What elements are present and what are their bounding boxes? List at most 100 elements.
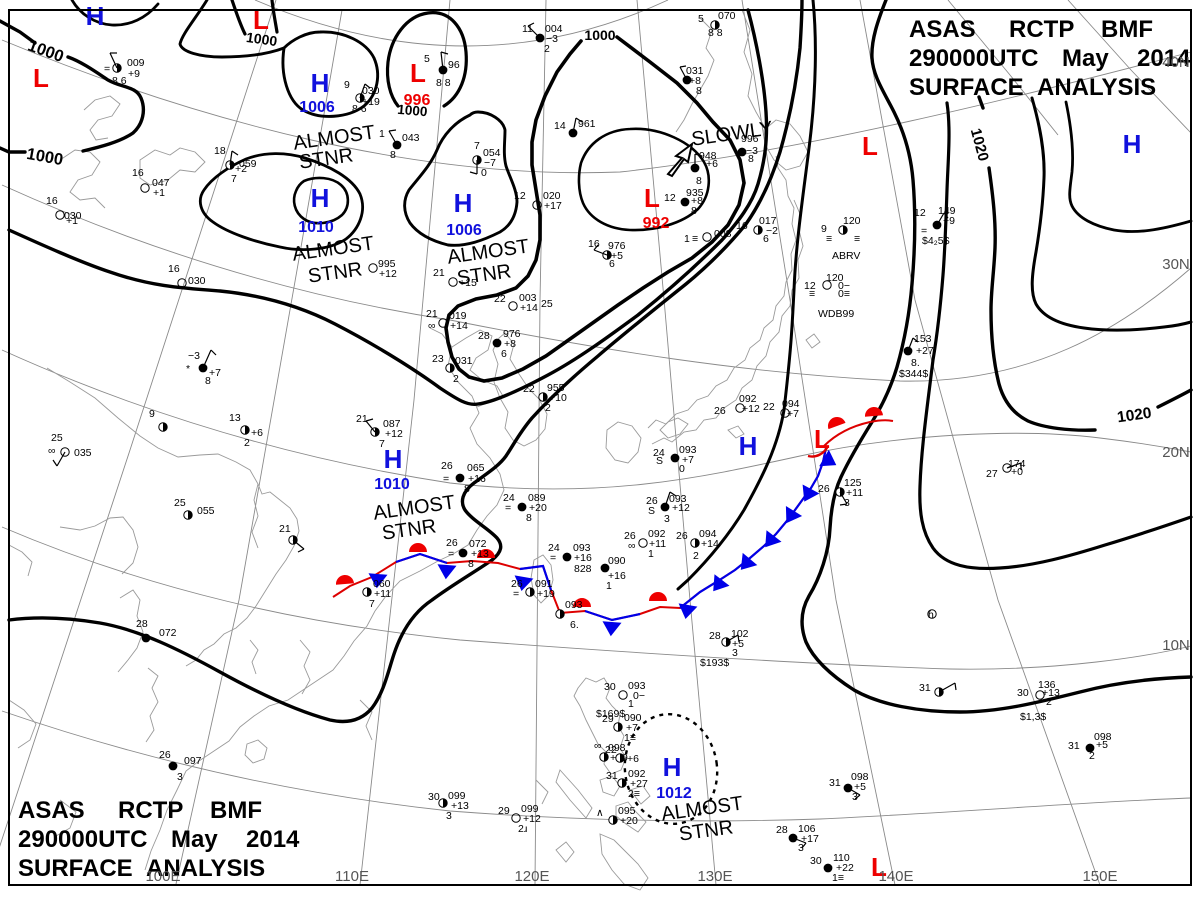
- svg-text:H: H: [1123, 129, 1142, 159]
- svg-text:1: 1: [606, 580, 612, 592]
- svg-text:3: 3: [446, 810, 452, 822]
- svg-text:030: 030: [188, 275, 206, 287]
- svg-text:130E: 130E: [697, 868, 732, 885]
- svg-text:∞: ∞: [628, 540, 636, 552]
- svg-text:26: 26: [446, 537, 458, 549]
- svg-text:13: 13: [229, 412, 241, 424]
- svg-text:H: H: [311, 183, 330, 213]
- svg-text:40N: 40N: [1162, 54, 1190, 71]
- svg-text:31: 31: [829, 777, 841, 789]
- svg-text:099: 099: [448, 790, 466, 802]
- svg-text:+11: +11: [374, 588, 391, 600]
- svg-text:+10: +10: [549, 392, 567, 404]
- svg-text:+8: +8: [691, 195, 703, 207]
- svg-text:136: 136: [1038, 679, 1056, 691]
- svg-text:27: 27: [986, 468, 998, 480]
- svg-text:7: 7: [231, 173, 237, 185]
- svg-text:+12: +12: [385, 428, 403, 440]
- svg-text:+12: +12: [672, 502, 690, 514]
- svg-text:22: 22: [763, 401, 775, 413]
- svg-text:$344$: $344$: [899, 368, 928, 380]
- svg-text:0: 0: [481, 167, 487, 179]
- svg-text:110: 110: [833, 852, 850, 864]
- svg-text:031: 031: [686, 65, 704, 77]
- svg-text:ASAS: ASAS: [909, 16, 976, 43]
- svg-text:996: 996: [404, 92, 431, 109]
- svg-text:BMF: BMF: [210, 797, 262, 824]
- svg-text:23: 23: [432, 353, 444, 365]
- svg-text:828: 828: [574, 563, 592, 575]
- svg-text:093: 093: [679, 444, 697, 456]
- svg-text:$1,3$: $1,3$: [1020, 711, 1046, 723]
- svg-text:935: 935: [686, 187, 704, 199]
- svg-text:16: 16: [132, 167, 144, 179]
- svg-text:6.: 6.: [570, 619, 579, 631]
- svg-text:1020: 1020: [1116, 405, 1153, 427]
- svg-text:093: 093: [669, 493, 687, 505]
- svg-text:+9: +9: [128, 68, 140, 80]
- svg-text:8: 8: [468, 558, 474, 570]
- svg-text:+7: +7: [626, 722, 638, 734]
- svg-text:120: 120: [843, 215, 861, 227]
- svg-text:H: H: [311, 68, 330, 98]
- svg-text:072: 072: [469, 538, 487, 550]
- svg-text:≡: ≡: [854, 233, 860, 245]
- svg-text:+20: +20: [529, 502, 547, 514]
- svg-text:+19: +19: [537, 588, 555, 600]
- svg-text:16: 16: [46, 195, 58, 207]
- svg-text:L: L: [871, 852, 887, 882]
- svg-text:21: 21: [356, 413, 368, 425]
- svg-text:+7: +7: [787, 408, 799, 420]
- svg-text:30: 30: [810, 855, 822, 867]
- svg-text:6: 6: [501, 348, 507, 360]
- svg-text:3: 3: [664, 513, 670, 525]
- svg-text:∞: ∞: [594, 740, 602, 752]
- svg-text:30: 30: [1017, 687, 1029, 699]
- svg-text:28: 28: [709, 630, 721, 642]
- svg-text:BMF: BMF: [1101, 16, 1153, 43]
- svg-text:072: 072: [159, 627, 177, 639]
- svg-text:7: 7: [379, 438, 385, 450]
- svg-text:2: 2: [453, 373, 459, 385]
- svg-text:7: 7: [474, 140, 480, 152]
- svg-text:095: 095: [618, 805, 636, 817]
- svg-text:092: 092: [739, 393, 757, 405]
- svg-text:28: 28: [776, 824, 788, 836]
- svg-text:+5: +5: [1096, 739, 1108, 751]
- svg-text:098: 098: [608, 742, 626, 754]
- svg-text:097: 097: [184, 755, 202, 767]
- svg-text:094: 094: [699, 528, 717, 540]
- svg-text:089: 089: [528, 492, 546, 504]
- svg-text:2: 2: [693, 550, 699, 562]
- svg-text:1006: 1006: [446, 222, 482, 239]
- svg-text:−2: −2: [766, 225, 778, 237]
- svg-text:8: 8: [205, 375, 211, 387]
- svg-text:≡: ≡: [826, 233, 832, 245]
- svg-text:1000: 1000: [397, 102, 428, 120]
- svg-text:25: 25: [541, 298, 553, 310]
- svg-text:SURFACE: SURFACE: [18, 855, 133, 882]
- svg-text:26: 26: [818, 483, 830, 495]
- svg-text:120E: 120E: [514, 868, 549, 885]
- svg-text:3: 3: [732, 647, 738, 659]
- svg-text:1≡: 1≡: [832, 872, 844, 884]
- svg-text:035: 035: [74, 447, 92, 459]
- svg-text:092: 092: [628, 768, 646, 780]
- svg-text:21: 21: [426, 308, 438, 320]
- svg-text:009: 009: [127, 57, 145, 69]
- svg-text:+5: +5: [854, 781, 866, 793]
- svg-text:L: L: [862, 131, 878, 161]
- svg-text:054: 054: [483, 147, 501, 159]
- svg-text:093: 093: [628, 680, 646, 692]
- svg-text:290000UTC: 290000UTC: [909, 45, 1038, 72]
- svg-text:5: 5: [424, 53, 430, 65]
- svg-text:004: 004: [545, 23, 563, 35]
- svg-text:$4₂5$: $4₂5$: [922, 235, 950, 247]
- svg-text:+1: +1: [153, 187, 165, 199]
- svg-text:031: 031: [455, 355, 473, 367]
- svg-text:+12: +12: [742, 403, 760, 415]
- svg-text:+22: +22: [836, 862, 854, 874]
- svg-text:065: 065: [467, 462, 485, 474]
- svg-text:1: 1: [684, 233, 690, 245]
- svg-text:H: H: [663, 752, 682, 782]
